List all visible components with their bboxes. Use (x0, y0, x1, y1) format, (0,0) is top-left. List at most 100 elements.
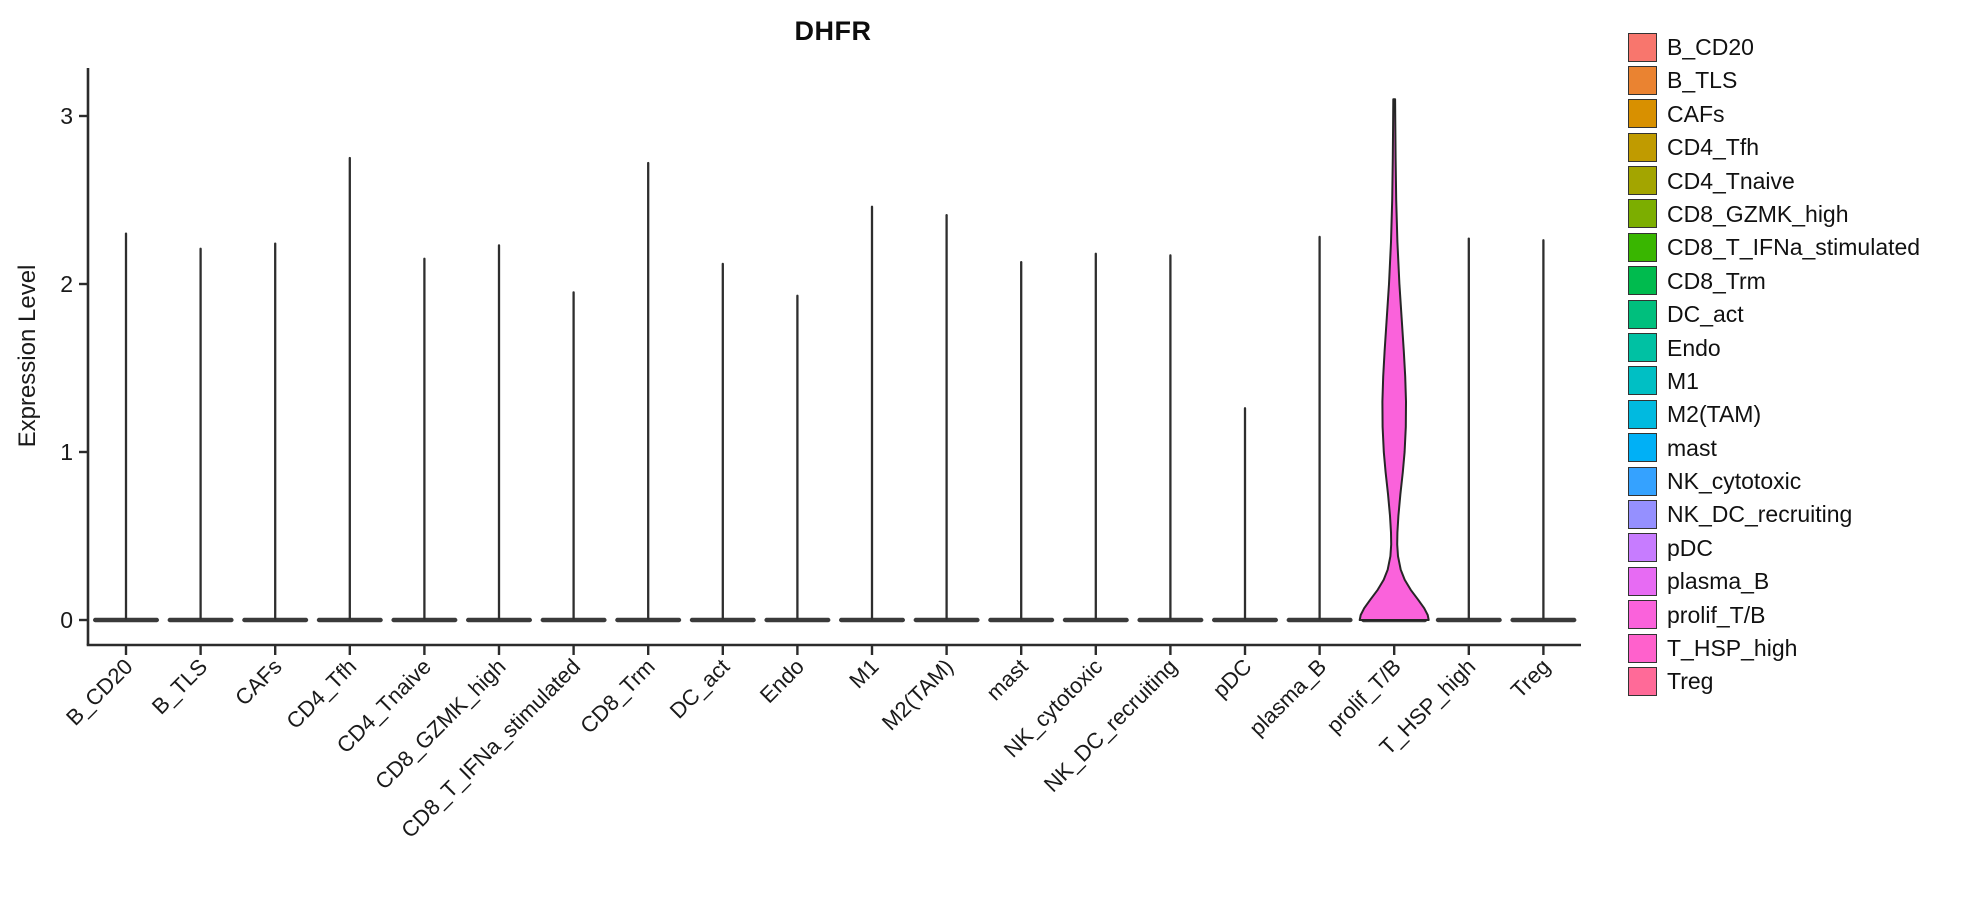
legend-item: CAFs (1628, 99, 1920, 129)
legend-item: prolif_T/B (1628, 600, 1920, 630)
legend-label: Treg (1667, 668, 1714, 695)
legend-label: NK_cytotoxic (1667, 468, 1802, 495)
x-tick-label: M2(TAM) (877, 654, 958, 735)
legend-swatch (1628, 266, 1657, 296)
violin-zero-base (1435, 617, 1502, 623)
legend-swatch (1628, 533, 1657, 563)
violin-zero-base (540, 617, 607, 623)
legend-swatch (1628, 499, 1657, 529)
legend-item: CD8_GZMK_high (1628, 199, 1920, 229)
violin-zero-base (1286, 617, 1353, 623)
y-tick-label: 3 (60, 103, 73, 129)
legend-swatch (1628, 600, 1657, 630)
legend-item: Endo (1628, 333, 1920, 363)
legend-item: DC_act (1628, 299, 1920, 329)
legend-item: mast (1628, 433, 1920, 463)
chart-title: DHFR (794, 16, 872, 46)
legend-label: CD4_Tfh (1667, 134, 1760, 161)
violin-body (1358, 98, 1430, 621)
y-tick-label: 0 (60, 607, 73, 633)
legend-label: T_HSP_high (1667, 635, 1798, 662)
legend-swatch (1628, 566, 1657, 596)
legend-swatch (1628, 299, 1657, 329)
legend-swatch (1628, 132, 1657, 162)
legend-item: CD4_Tfh (1628, 132, 1920, 162)
legend-swatch (1628, 199, 1657, 229)
legend-item: M1 (1628, 366, 1920, 396)
violin-zero-base (689, 617, 756, 623)
legend-label: M1 (1667, 367, 1699, 394)
violin-zero-base (839, 617, 905, 623)
violin-zero-base (1062, 617, 1129, 623)
violin-zero-base (764, 617, 831, 623)
legend-item: B_TLS (1628, 65, 1920, 95)
x-tick-label: DC_act (665, 654, 735, 724)
x-tick-label: Endo (755, 654, 809, 708)
violin-zero-base (167, 617, 234, 623)
legend-label: B_CD20 (1667, 34, 1754, 60)
legend-item: B_CD20 (1628, 32, 1920, 62)
legend-item: Treg (1628, 666, 1920, 696)
legend: B_CD20 B_TLS CAFs CD4_Tfh CD4_Tnaive CD8_GZMK… (1628, 32, 1920, 700)
legend-label: CD8_T_IFNa_stimulated (1667, 234, 1921, 261)
legend-swatch (1628, 633, 1657, 663)
x-tick-label: CAFs (230, 654, 287, 711)
legend-label: Endo (1667, 334, 1721, 361)
x-tick-label: plasma_B (1244, 654, 1331, 741)
legend-label: CD8_GZMK_high (1667, 200, 1849, 227)
legend-swatch (1628, 466, 1657, 496)
violin-zero-base (1212, 617, 1278, 623)
legend-swatch (1628, 399, 1657, 429)
legend-swatch (1628, 666, 1657, 696)
legend-label: pDC (1667, 534, 1714, 561)
legend-item: M2(TAM) (1628, 399, 1920, 429)
legend-label: CD8_Trm (1667, 267, 1766, 294)
x-tick-label: NK_DC_recruiting (1039, 654, 1182, 797)
legend-item: CD4_Tnaive (1628, 166, 1920, 196)
violin-zero-base (988, 617, 1055, 623)
x-tick-label: M1 (844, 654, 883, 693)
y-tick-label: 1 (60, 439, 73, 465)
legend-item: CD8_Trm (1628, 266, 1920, 296)
legend-label: CD4_Tnaive (1667, 167, 1795, 194)
legend-item: NK_DC_recruiting (1628, 499, 1920, 529)
violin-zero-base (466, 617, 532, 623)
violin-zero-base (93, 617, 159, 623)
y-tick-label: 2 (60, 271, 73, 297)
legend-swatch (1628, 232, 1657, 262)
x-tick-label: CD8_GZMK_high (370, 654, 510, 794)
x-tick-label: B_CD20 (61, 654, 137, 730)
x-tick-label: Treg (1506, 654, 1555, 703)
violin-zero-base (1137, 617, 1204, 623)
violin-zero-base (242, 617, 309, 623)
legend-swatch (1628, 433, 1657, 463)
violin-zero-base (615, 617, 682, 623)
legend-swatch (1628, 65, 1657, 95)
legend-item: plasma_B (1628, 566, 1920, 596)
violin-zero-base (391, 617, 458, 623)
legend-swatch (1628, 366, 1657, 396)
legend-swatch (1628, 99, 1657, 129)
legend-item: CD8_T_IFNa_stimulated (1628, 232, 1920, 262)
legend-swatch (1628, 32, 1657, 62)
legend-label: mast (1667, 434, 1717, 461)
legend-label: B_TLS (1667, 67, 1738, 94)
legend-item: pDC (1628, 533, 1920, 563)
legend-item: T_HSP_high (1628, 633, 1920, 663)
legend-swatch (1628, 166, 1657, 196)
legend-item: NK_cytotoxic (1628, 466, 1920, 496)
legend-label: prolif_T/B (1667, 601, 1766, 628)
violin-zero-base (1510, 617, 1577, 623)
legend-swatch (1628, 333, 1657, 363)
x-tick-label: CD8_Trm (575, 654, 660, 739)
x-tick-label: pDC (1208, 654, 1257, 703)
x-tick-label: B_TLS (147, 654, 212, 719)
legend-label: M2(TAM) (1667, 401, 1762, 428)
legend-label: CAFs (1667, 100, 1725, 127)
violin-zero-base (316, 617, 383, 623)
violin-zero-base (913, 617, 980, 623)
x-tick-label: mast (981, 654, 1032, 705)
legend-label: NK_DC_recruiting (1667, 501, 1853, 528)
